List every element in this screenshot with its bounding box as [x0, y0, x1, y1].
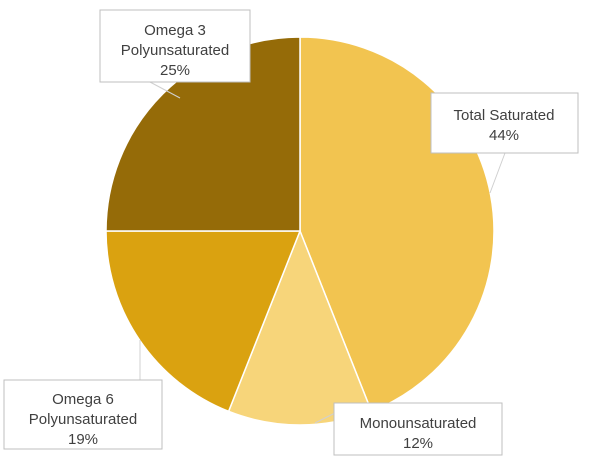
data-label-name: Omega 3: [144, 22, 206, 39]
leader-line-omega-3-polyunsaturated: [149, 81, 181, 99]
data-label-total-saturated: Total Saturated 44%: [430, 92, 579, 154]
data-label-box: [333, 402, 503, 456]
data-label-box: [99, 9, 251, 83]
data-labels: Total Saturated 44% Monounsaturated 12% Omeg…: [3, 9, 579, 456]
data-label-name: Polyunsaturated: [121, 42, 229, 59]
data-label-monounsaturated: Monounsaturated 12%: [333, 402, 503, 456]
data-label-name: Total Saturated: [454, 107, 555, 124]
data-label-box: [3, 379, 163, 450]
leader-line-total-saturated: [489, 152, 506, 194]
data-label-name: Omega 6: [52, 391, 114, 408]
data-label-value: 12%: [403, 435, 433, 452]
data-label-name: Monounsaturated: [360, 415, 477, 432]
data-label-value: 19%: [68, 431, 98, 448]
data-label-value: 25%: [160, 62, 190, 79]
data-label-omega-3-polyunsaturated: Omega 3 Polyunsaturated 25%: [99, 9, 251, 83]
pie-slice-omega-3-polyunsaturated: [105, 36, 301, 232]
data-label-value: 44%: [489, 127, 519, 144]
data-label-box: [430, 92, 579, 154]
data-label-name: Polyunsaturated: [29, 411, 137, 428]
data-label-omega-6-polyunsaturated: Omega 6 Polyunsaturated 19%: [3, 379, 163, 450]
